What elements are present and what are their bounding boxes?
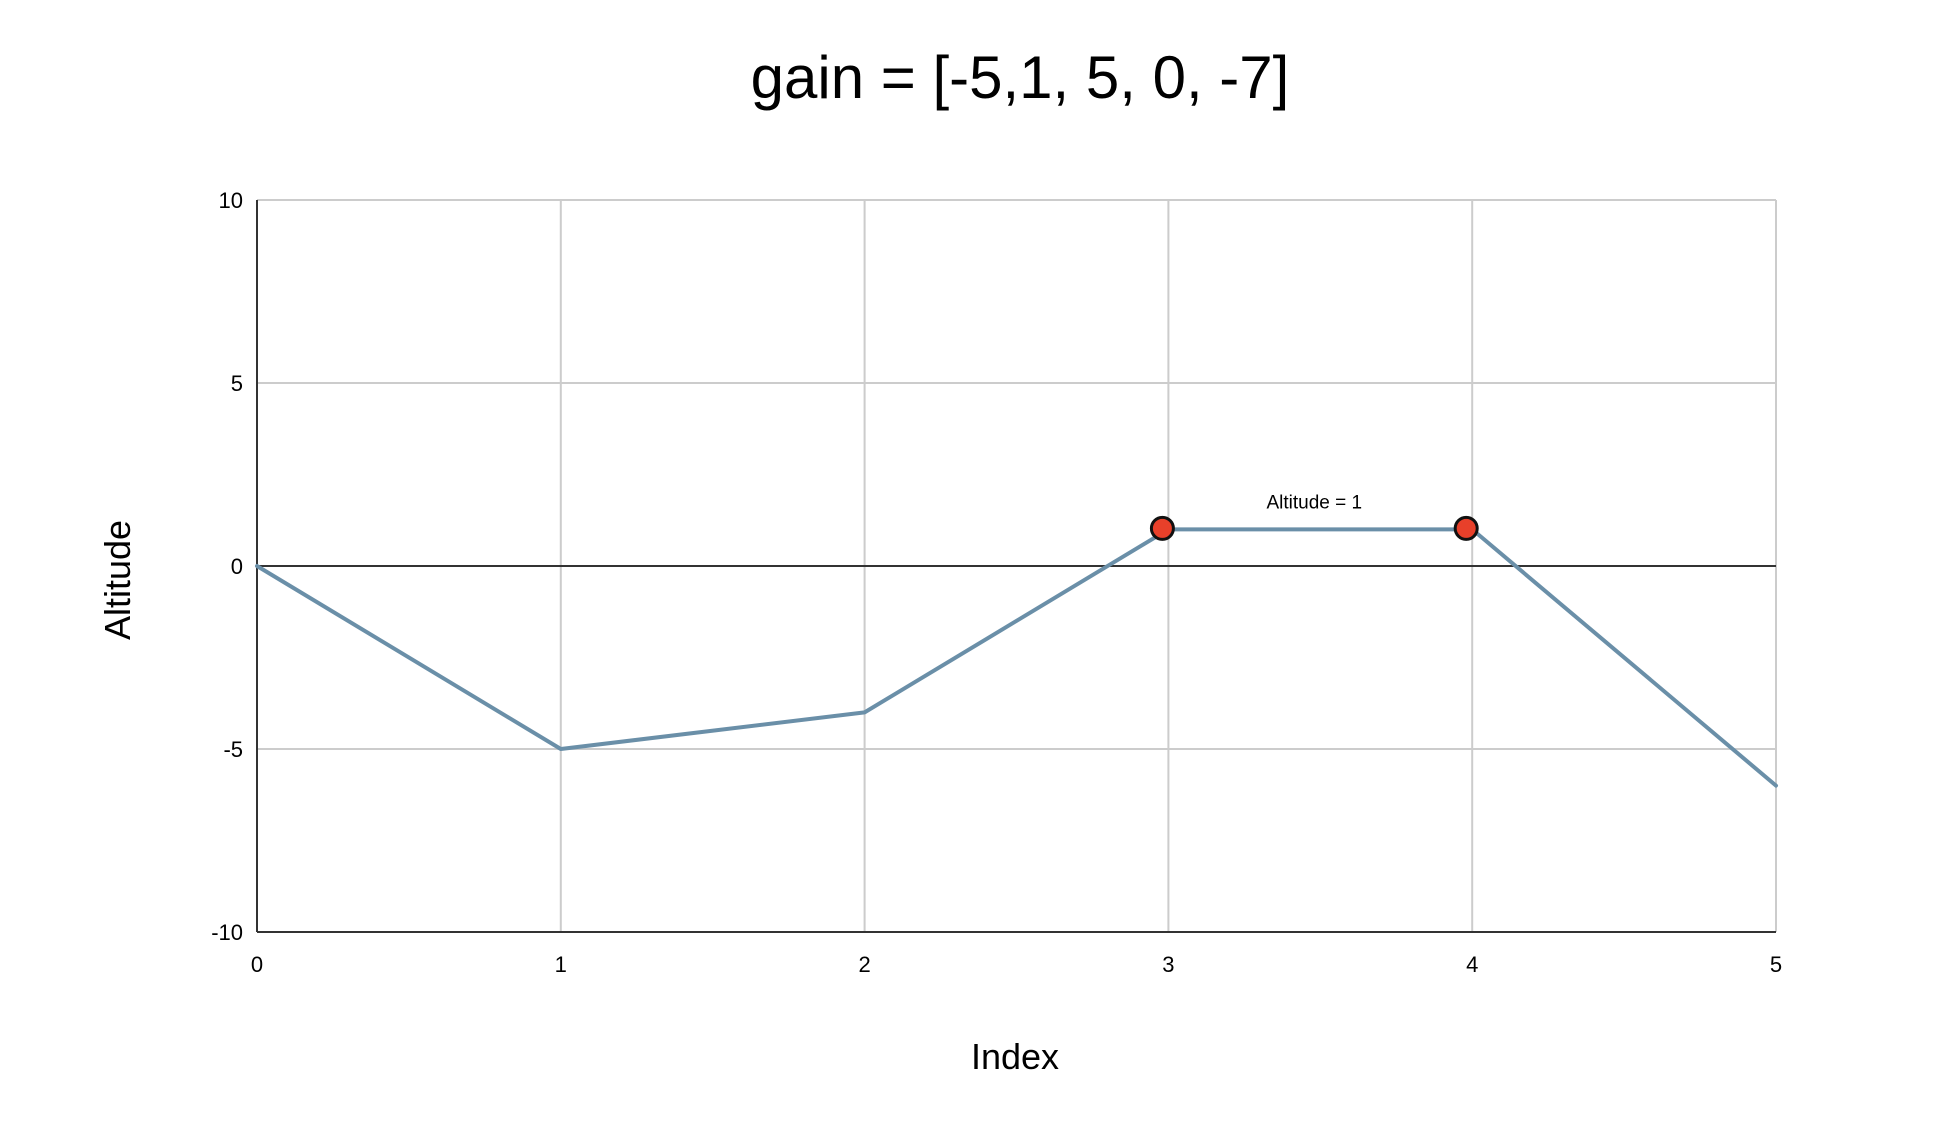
x-tick-label-4: 4: [1466, 952, 1478, 977]
annotation-label: Altitude = 1: [1267, 492, 1363, 513]
tick-labels: 0 1 2 3 4 5 10 5 0 -5 -10: [211, 188, 1782, 977]
x-tick-label-5: 5: [1770, 952, 1782, 977]
y-tick-label-0: 0: [231, 554, 243, 579]
series-group: [255, 527, 1778, 788]
grid: [256, 199, 1777, 933]
series-line-0: [255, 527, 1778, 788]
y-tick-label--5: -5: [223, 737, 243, 762]
y-tick-label-10: 10: [219, 188, 243, 213]
x-tick-label-3: 3: [1162, 952, 1174, 977]
y-axis-label: Altitude: [97, 520, 138, 640]
highlight-marker-0: [1149, 515, 1175, 541]
x-axis-label: Index: [971, 1036, 1059, 1077]
highlight-marker-1: [1453, 515, 1479, 541]
chart-title: gain = [-5,1, 5, 0, -7]: [751, 44, 1290, 111]
x-tick-label-2: 2: [858, 952, 870, 977]
y-tick-label-5: 5: [231, 371, 243, 396]
plot-area: 0 1 2 3 4 5 10 5 0 -5 -10: [211, 188, 1782, 977]
y-tick-label--10: -10: [211, 920, 243, 945]
highlight-markers: [1149, 515, 1479, 541]
x-tick-label-0: 0: [251, 952, 263, 977]
x-tick-label-1: 1: [555, 952, 567, 977]
